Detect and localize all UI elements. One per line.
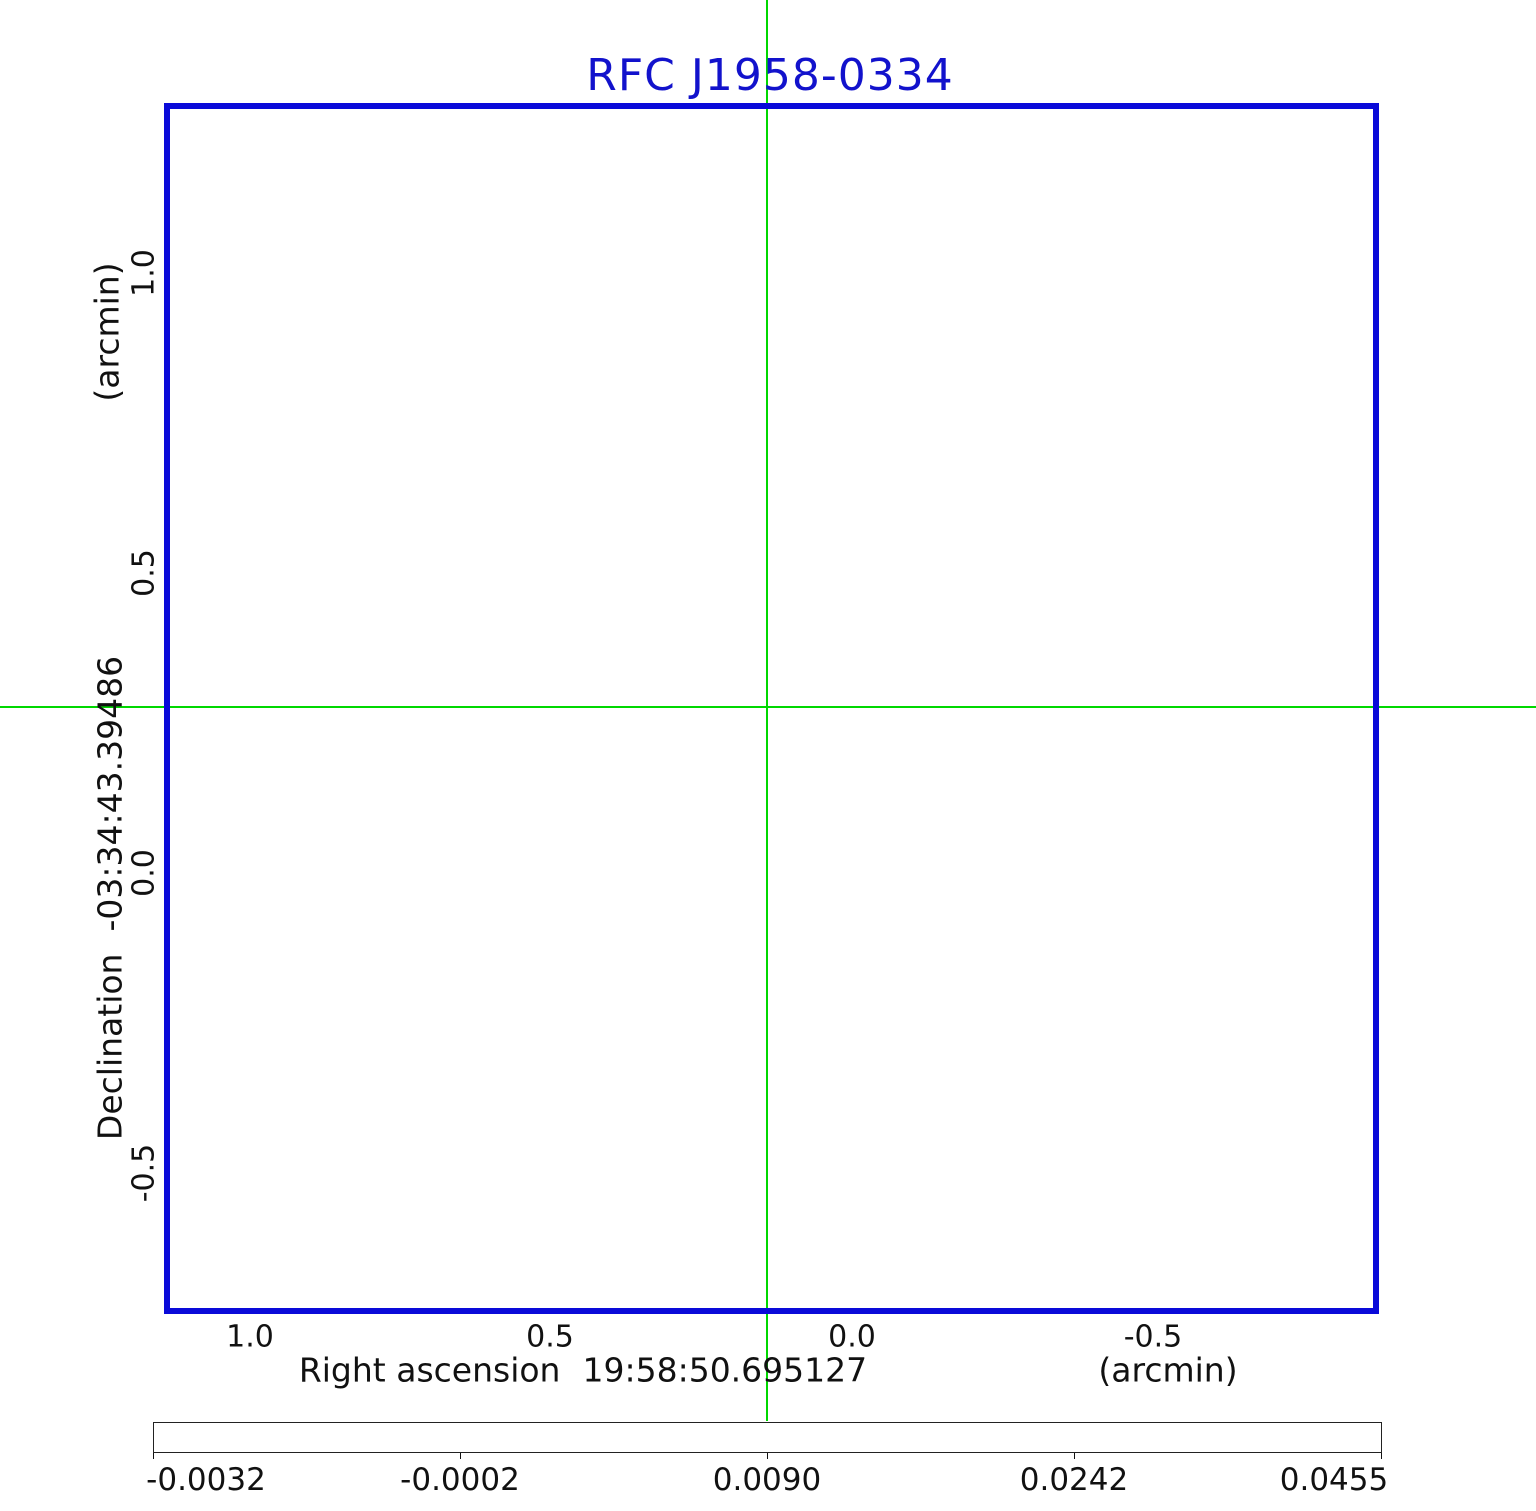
y-tick-label: 0.0 <box>126 849 162 897</box>
colorbar-tick <box>153 1453 154 1459</box>
colorbar-label: -0.0002 <box>400 1462 520 1498</box>
colorbar-label: 0.0090 <box>712 1462 822 1498</box>
y-axis-title-value: -03:34:43.39486 <box>90 655 130 932</box>
x-axis-title: Right ascension 19:58:50.695127 <box>299 1351 867 1390</box>
x-tick-label: -0.5 <box>1123 1319 1183 1355</box>
colorbar <box>153 1422 1382 1453</box>
y-tick-label: 0.5 <box>126 549 162 597</box>
colorbar-tick <box>460 1453 461 1459</box>
x-tick-label: 0.0 <box>828 1319 876 1355</box>
y-axis-title-text: Declination <box>90 953 130 1141</box>
x-axis-unit-label: (arcmin) <box>1098 1350 1238 1390</box>
crosshair-horizontal-line <box>0 706 1536 708</box>
radio-map-canvas <box>170 109 1373 1308</box>
y-tick-label: -0.5 <box>126 1143 162 1203</box>
crosshair-vertical-line <box>766 0 768 1421</box>
x-tick-label: 0.5 <box>526 1319 574 1355</box>
y-tick-label: 1.0 <box>126 249 162 297</box>
plot-border <box>164 103 1379 1314</box>
y-axis-title: Declination -03:34:43.39486 <box>91 656 130 1140</box>
colorbar-tick <box>767 1453 768 1459</box>
colorbar-tick <box>1074 1453 1075 1459</box>
colorbar-label: 0.0242 <box>1019 1462 1129 1498</box>
x-axis-title-value: 19:58:50.695127 <box>582 1350 868 1390</box>
page-title: RFC J1958-0334 <box>586 50 954 101</box>
x-tick-label: 1.0 <box>226 1319 274 1355</box>
colorbar-label: -0.0032 <box>146 1462 266 1498</box>
x-axis-title-text: Right ascension <box>298 1350 561 1390</box>
y-axis-unit-label: (arcmin) <box>87 262 127 402</box>
colorbar-tick <box>1381 1453 1382 1459</box>
colorbar-label: 0.0455 <box>1279 1462 1389 1498</box>
